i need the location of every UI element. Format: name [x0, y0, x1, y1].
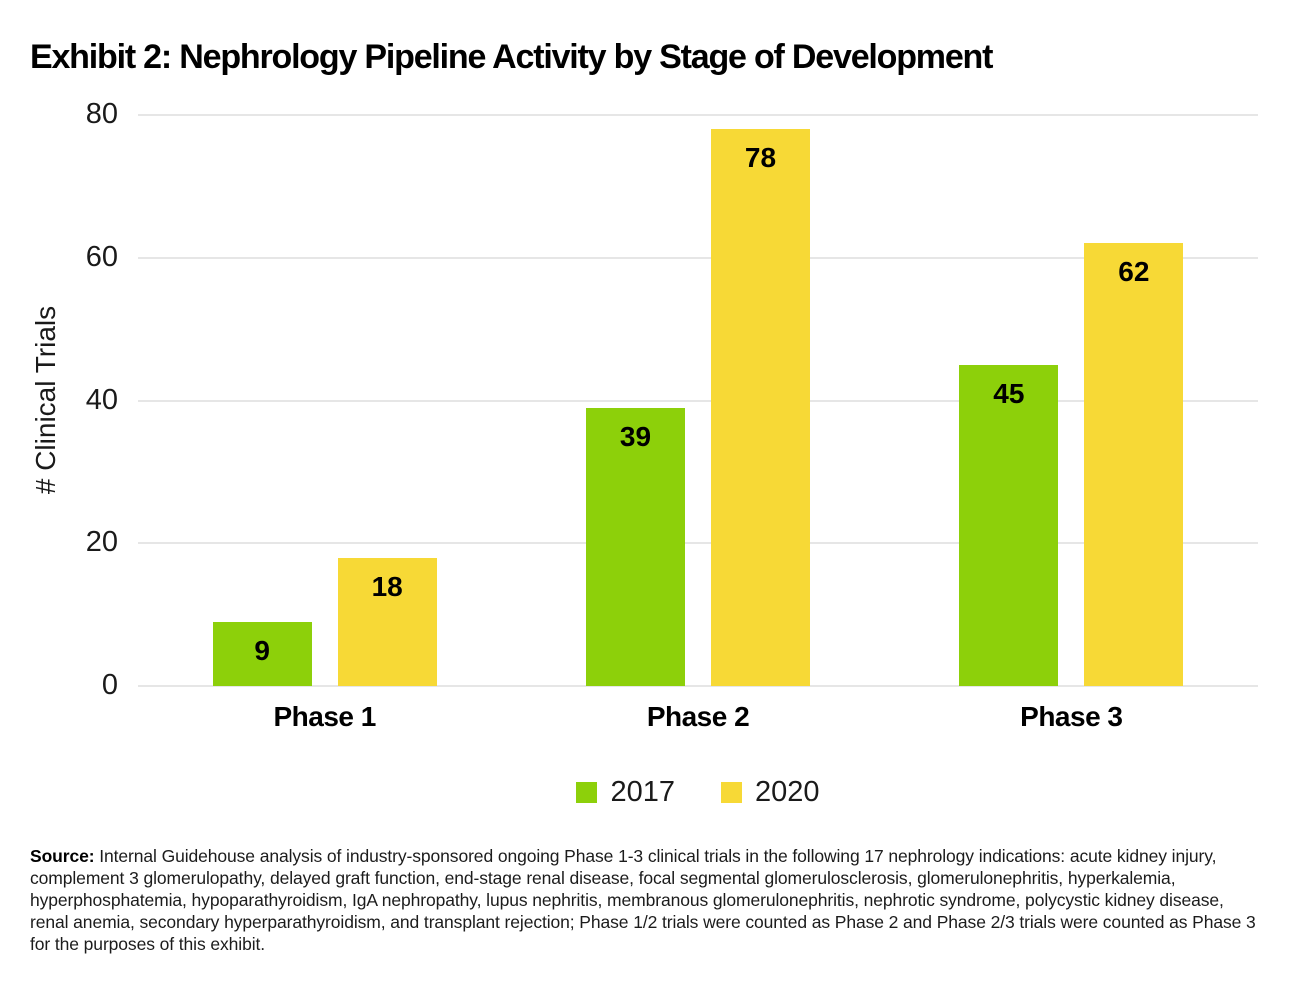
legend-label-2017: 2017	[610, 776, 675, 808]
xtick-label-phase-1: Phase 1	[273, 701, 376, 732]
legend-swatch-icon-2020	[721, 782, 742, 803]
ytick-label-60: 60	[85, 240, 118, 273]
bar-2017-phase-1: 9	[212, 621, 312, 686]
gridline-y-20	[138, 542, 1258, 545]
legend-swatch-icon-2017	[576, 782, 598, 803]
bar-2017-phase-2: 39	[586, 407, 685, 686]
bar-value-2017-phase-3: 45	[993, 377, 1025, 409]
ytick-label-80: 80	[85, 98, 118, 130]
legend-item-2020: 2020	[721, 776, 820, 809]
source-note: Source: Internal Guidehouse analysis of …	[30, 845, 1262, 955]
bar-2017-phase-3: 45	[959, 364, 1059, 686]
bar-value-2017-phase-1: 9	[254, 634, 270, 666]
bar-2020-phase-3: 62	[1084, 243, 1184, 686]
xtick-label-phase-2: Phase 2	[646, 701, 750, 732]
bar-value-2020-phase-2: 78	[744, 142, 777, 174]
chart-title: Exhibit 2: Nephrology Pipeline Activity …	[30, 38, 993, 76]
legend-label-2020: 2020	[755, 776, 820, 808]
bar-2020-phase-1: 18	[337, 557, 437, 686]
source-text: Internal Guidehouse analysis of industry…	[30, 846, 1256, 954]
ytick-label-40: 40	[85, 383, 118, 416]
legend-item-2017: 2017	[576, 776, 675, 809]
xtick-label-phase-3: Phase 3	[1020, 701, 1123, 732]
chart-legend: 2017 2020	[138, 776, 1258, 809]
gridline-y-60	[138, 256, 1258, 259]
gridline-y-40	[138, 399, 1258, 402]
ytick-label-0: 0	[101, 669, 118, 701]
bar-value-2020-phase-1: 18	[371, 570, 403, 602]
source-label: Source:	[30, 846, 95, 866]
bar-value-2017-phase-2: 39	[619, 420, 652, 452]
gridline-y-80	[138, 114, 1258, 116]
bar-value-2020-phase-3: 62	[1118, 256, 1150, 288]
bar-2020-phase-2: 78	[711, 129, 810, 686]
gridline-y-0	[138, 685, 1258, 687]
ytick-label-20: 20	[85, 526, 118, 559]
